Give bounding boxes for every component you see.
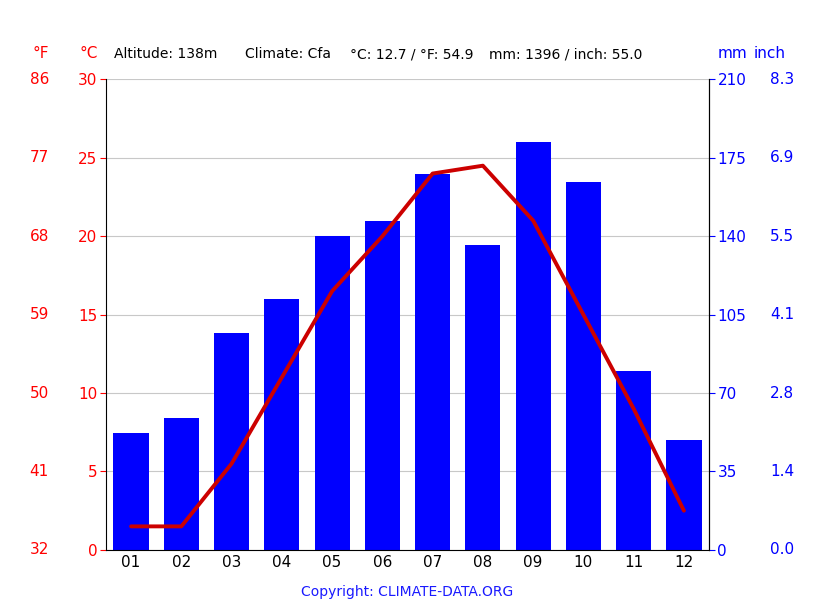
Text: mm: mm [717, 46, 747, 61]
Text: 32: 32 [29, 543, 49, 557]
Text: Copyright: CLIMATE-DATA.ORG: Copyright: CLIMATE-DATA.ORG [302, 585, 513, 599]
Bar [667, 440, 702, 550]
Text: °C: °C [79, 46, 98, 61]
Text: 1.4: 1.4 [770, 464, 795, 479]
Text: °C: 12.7 / °F: 54.9: °C: 12.7 / °F: 54.9 [350, 47, 474, 61]
Text: 5.5: 5.5 [770, 229, 795, 244]
Text: 77: 77 [29, 150, 49, 166]
Text: 86: 86 [29, 72, 49, 87]
Bar [164, 418, 199, 550]
Text: 6.9: 6.9 [770, 150, 795, 166]
Text: mm: 1396 / inch: 55.0: mm: 1396 / inch: 55.0 [489, 47, 642, 61]
Text: 2.8: 2.8 [770, 386, 795, 401]
Text: 59: 59 [29, 307, 49, 322]
Text: 68: 68 [29, 229, 49, 244]
Bar [415, 174, 450, 550]
Text: inch: inch [754, 46, 786, 61]
Text: 4.1: 4.1 [770, 307, 795, 322]
Bar [566, 183, 601, 550]
Bar [516, 142, 551, 550]
Bar [113, 433, 148, 550]
Bar [315, 236, 350, 550]
Bar [465, 245, 500, 550]
Text: 0.0: 0.0 [770, 543, 795, 557]
Bar [365, 221, 400, 550]
Text: 50: 50 [29, 386, 49, 401]
Text: Altitude: 138m: Altitude: 138m [114, 47, 218, 61]
Text: 8.3: 8.3 [770, 72, 795, 87]
Text: 41: 41 [29, 464, 49, 479]
Bar [616, 371, 651, 550]
Text: °F: °F [33, 46, 49, 61]
Bar [264, 299, 299, 550]
Bar [214, 332, 249, 550]
Text: Climate: Cfa: Climate: Cfa [244, 47, 331, 61]
